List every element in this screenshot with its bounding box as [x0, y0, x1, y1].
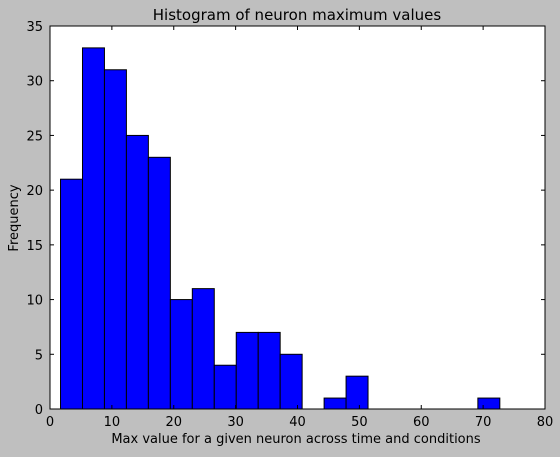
y-tick-label: 10 — [26, 294, 43, 309]
x-tick-label: 10 — [104, 415, 121, 430]
histogram-bar-3 — [125, 134, 149, 410]
x-tick-label: 40 — [289, 415, 306, 430]
histogram-bar-12 — [323, 397, 347, 410]
histogram-bar-5 — [169, 299, 193, 410]
histogram-bar-19 — [477, 397, 501, 410]
y-tick-label: 5 — [35, 348, 43, 363]
bars-group — [60, 47, 501, 410]
histogram-bar-8 — [235, 331, 259, 410]
y-tick-label: 35 — [26, 20, 43, 35]
histogram-bar-7 — [213, 364, 237, 410]
histogram-bar-10 — [279, 353, 303, 410]
x-tick-label: 20 — [165, 415, 182, 430]
y-tick-label: 25 — [26, 129, 43, 144]
x-tick-label: 30 — [227, 415, 244, 430]
histogram-bar-1 — [81, 47, 105, 410]
chart-title: Histogram of neuron maximum values — [153, 6, 442, 24]
histogram-bar-6 — [191, 288, 215, 410]
y-tick-label: 0 — [35, 403, 43, 418]
x-tick-label: 80 — [537, 415, 554, 430]
x-tick-label: 50 — [351, 415, 368, 430]
x-tick-label: 60 — [413, 415, 430, 430]
y-tick-label: 30 — [26, 75, 43, 90]
histogram-bar-4 — [147, 156, 171, 410]
x-axis: 0 10 20 30 40 50 60 70 80 — [46, 26, 553, 430]
x-tick-label: 70 — [475, 415, 492, 430]
x-axis-label: Max value for a given neuron across time… — [111, 432, 481, 447]
histogram-bar-0 — [60, 178, 83, 410]
y-tick-label: 15 — [26, 239, 43, 254]
y-tick-label: 20 — [26, 184, 43, 199]
histogram-bar-9 — [257, 331, 281, 410]
histogram-bar-2 — [103, 69, 127, 410]
histogram-bar-13 — [345, 375, 369, 410]
y-axis-label: Frequency — [7, 184, 22, 251]
y-axis: 0 5 10 15 20 25 30 35 — [26, 20, 545, 418]
x-tick-label: 0 — [46, 415, 54, 430]
